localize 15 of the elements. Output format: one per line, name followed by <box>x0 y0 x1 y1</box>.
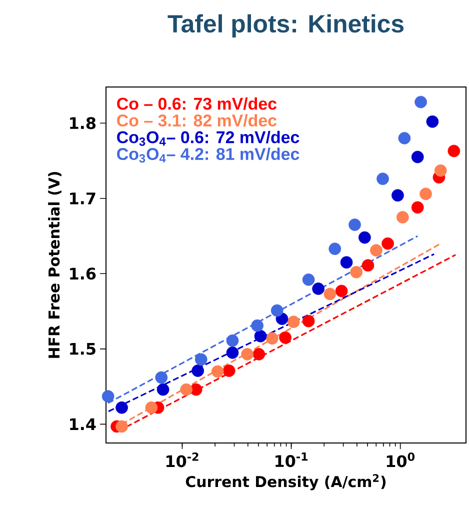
text: Co – 0.6: 73 mV/dec <box>117 97 277 110</box>
y-tick-label: 1.5 <box>70 342 96 355</box>
x-tick-label: 10$^{0}$ <box>386 452 415 468</box>
y-tick-label: 1.7 <box>70 192 96 204</box>
x-tick-label: 10$^{-2}$ <box>166 452 198 468</box>
text: Co – 3.1: 82 mV/dec <box>117 114 277 127</box>
y-tick-label: 1.8 <box>70 117 96 130</box>
x-tick-label: 10$^{-1}$ <box>276 452 308 468</box>
text: Co$_{3}$O$_{4}$– 0.6: 72 mV/dec <box>117 130 300 146</box>
y-tick-label: 1.4 <box>70 418 96 430</box>
text: Co$_{3}$O$_{4}$– 4.2: 81 mV/dec <box>117 148 300 163</box>
chart-title: Tafel plots: Kinetics <box>168 14 404 38</box>
y-axis-title: HFR Free Potential (V) <box>48 172 62 358</box>
y-tick-label: 1.6 <box>70 268 96 280</box>
x-axis-title: Current Density (A/cm$^{2}$) <box>186 474 386 490</box>
